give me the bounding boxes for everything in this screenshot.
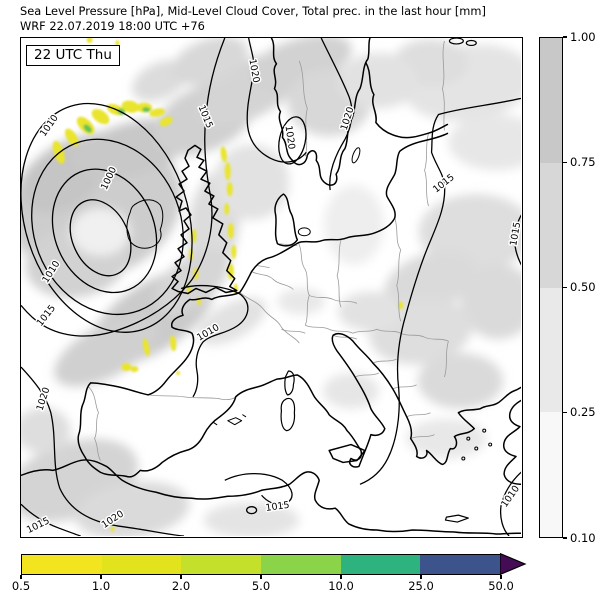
isobar-label: 1020 [283, 125, 297, 150]
cloud-cover-colorbar [539, 37, 563, 538]
precipitation-layer [52, 38, 404, 532]
cloud-colorbar-tick-label: 0.75 [570, 154, 596, 169]
cloud-colorbar-tick-label: 0.25 [570, 405, 596, 420]
isobar-1005 [31, 138, 184, 316]
isobar-1020-southwest [21, 366, 185, 536]
isobar-1015-algeria [224, 472, 293, 506]
precip-colorbar-tick-label: 10.0 [328, 579, 354, 593]
isobar-1015-east [359, 97, 521, 485]
coastline-balearics [213, 414, 247, 426]
cloud-colorbar-tick-label: 1.00 [570, 29, 596, 44]
cloud-colorbar-tick-label: 0.10 [570, 530, 596, 545]
isobar-1010-france [180, 285, 249, 398]
cloud-colorbar-tick [563, 36, 567, 38]
coastline-scandinavia [270, 38, 371, 186]
precip-colorbar-tick [20, 575, 22, 579]
aegean-islands [461, 428, 493, 461]
isobar-1020-baltic [320, 38, 353, 191]
cloud-colorbar-segment [540, 162, 562, 288]
precip-colorbar-overflow-arrow [500, 552, 527, 576]
europe-weather-map: 1010 101510201020102010001010101510151010… [21, 38, 521, 536]
cloud-colorbar-segment [540, 412, 562, 537]
valid-time-badge: 22 UTC Thu [26, 45, 120, 66]
coastline-sardinia [280, 397, 296, 432]
precip-colorbar-tick-label: 2.0 [171, 579, 191, 593]
isobar-label: 1010 [499, 484, 521, 510]
cloud-colorbar-tick-label: 0.50 [570, 280, 596, 294]
coastline-ireland [126, 199, 164, 249]
coastline-north-africa [21, 459, 521, 535]
isobar-1020-loop [278, 116, 307, 165]
cloud-colorbar-tick [563, 412, 567, 414]
cloud-colorbar-tick [563, 537, 567, 539]
precip-colorbar-tick-label: 50.0 [488, 579, 514, 593]
precip-colorbar-tick [100, 575, 102, 579]
isobar-small-oval [246, 506, 258, 515]
precip-colorbar-tick [340, 575, 342, 579]
isobar-1015-right-edge [514, 214, 521, 266]
coastline-sicily [328, 443, 366, 464]
precip-colorbar-tick-label: 5.0 [251, 579, 271, 593]
cloud-cover-layer [21, 38, 521, 536]
isobar-label: 1015 [431, 172, 457, 195]
isobar-low-inner [69, 199, 132, 277]
coastline-crete [444, 514, 469, 523]
isobar-1010-southeast [499, 471, 521, 536]
isobar-1010-outer [21, 102, 193, 333]
cloud-colorbar-tick [563, 161, 567, 163]
coastline-west-europe [77, 242, 521, 478]
precip-colorbar-segment [101, 555, 182, 574]
coastline-finland-baltic [365, 62, 449, 139]
cloud-colorbar-tick [563, 286, 567, 289]
cloud-colorbar-segment [540, 38, 562, 163]
coastline-baltic-south [297, 132, 449, 244]
page-subtitle: WRF 22.07.2019 18:00 UTC +76 [20, 19, 205, 33]
isobar-label: 1015 [265, 500, 290, 514]
coastlines [21, 38, 521, 535]
cloud-colorbar-segment [540, 287, 562, 413]
precip-colorbar-tick [420, 575, 422, 579]
precip-colorbar-segment [261, 555, 341, 574]
precip-colorbar-segment [181, 555, 262, 574]
page-title: Sea Level Pressure [hPa], Mid-Level Clou… [20, 4, 486, 18]
precip-colorbar-tick [180, 575, 182, 579]
precip-colorbar-segment [420, 555, 501, 574]
precip-colorbar-segment [22, 555, 102, 574]
precip-colorbar-tick [500, 575, 502, 579]
precip-colorbar-tick-label: 1.0 [91, 579, 111, 593]
country-borders [88, 40, 449, 461]
coastline-great-britain [171, 144, 238, 295]
coastline-corsica [284, 370, 295, 396]
precip-colorbar-segment [340, 555, 421, 574]
isobar-layer [21, 38, 521, 536]
precip-colorbar-tick-label: 25.0 [408, 579, 434, 593]
isobar-1020-north [246, 38, 307, 163]
coastline-turkey [502, 399, 521, 486]
isobar-label: 1015 [35, 303, 58, 329]
map-panel: 22 UTC Thu [20, 37, 523, 538]
isobar-1015-west [21, 38, 226, 337]
northern-lakes [448, 38, 477, 47]
isobar-1015-southwest-corner [21, 503, 81, 536]
isobar-1000 [51, 168, 158, 294]
precip-colorbar-tick-label: 0.5 [11, 579, 31, 593]
coastline-denmark [274, 193, 299, 247]
precip-colorbar-tick [260, 575, 262, 579]
precip-colorbar [21, 554, 501, 575]
